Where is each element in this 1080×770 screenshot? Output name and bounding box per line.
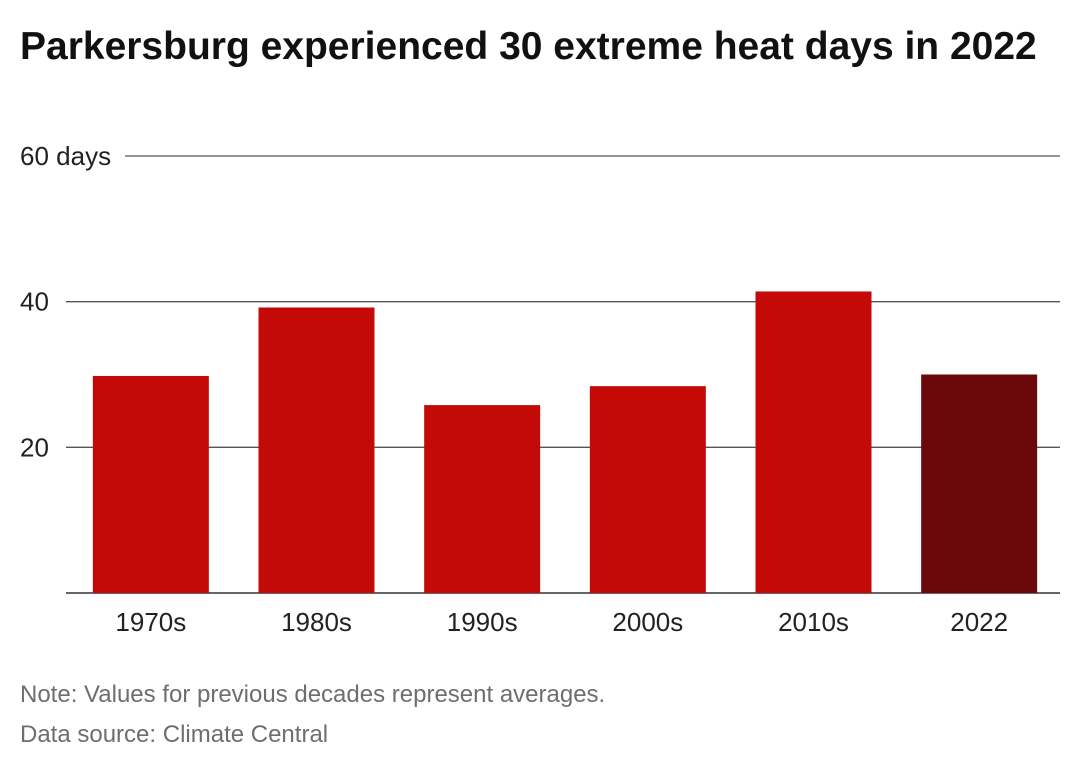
bar-2000s bbox=[589, 386, 706, 593]
bar-1970s bbox=[92, 375, 209, 593]
data-source: Data source: Climate Central bbox=[20, 721, 329, 748]
y-tick-label: 20 bbox=[20, 432, 49, 462]
bar-chart: 20 40 60 days 1970s 1980s 1990s 2000s 2010s 202… bbox=[20, 141, 1060, 637]
gridlines bbox=[66, 155, 1060, 594]
x-tick-label: 2022 bbox=[950, 607, 1008, 637]
x-tick-label: 1980s bbox=[281, 607, 352, 637]
y-tick-label: 60 days bbox=[20, 141, 111, 171]
x-tick-label: 2010s bbox=[778, 607, 849, 637]
y-axis-labels: 20 40 60 days bbox=[20, 141, 111, 462]
x-tick-label: 2000s bbox=[612, 607, 683, 637]
chart-note: Note: Values for previous decades repres… bbox=[20, 681, 606, 708]
bar-1980s bbox=[258, 307, 375, 593]
y-tick-label: 40 bbox=[20, 287, 49, 317]
x-axis-labels: 1970s 1980s 1990s 2000s 2010s 2022 bbox=[115, 607, 1008, 637]
x-tick-label: 1990s bbox=[447, 607, 518, 637]
x-tick-label: 1970s bbox=[115, 607, 186, 637]
bars bbox=[92, 291, 1038, 593]
bar-2010s bbox=[755, 291, 872, 593]
bar-1990s bbox=[424, 405, 541, 593]
bar-2022 bbox=[921, 374, 1038, 593]
chart-title: Parkersburg experienced 30 extreme heat … bbox=[20, 25, 1037, 68]
